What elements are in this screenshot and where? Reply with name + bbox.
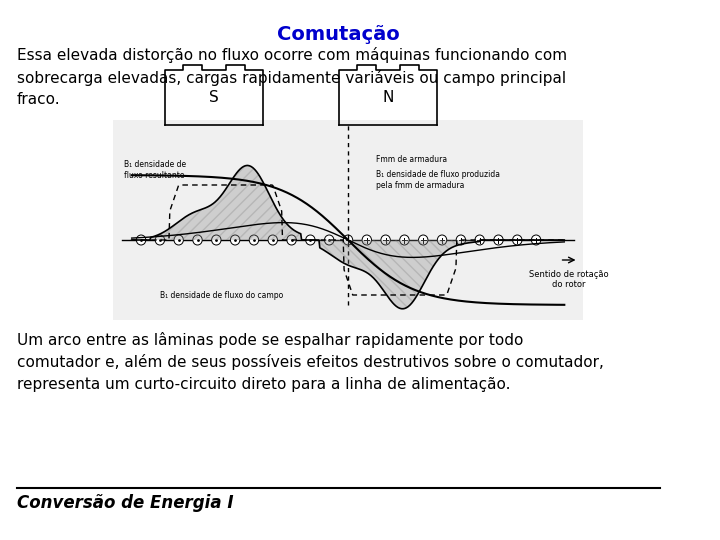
Circle shape <box>193 235 202 245</box>
Circle shape <box>437 235 446 245</box>
Circle shape <box>381 235 390 245</box>
Text: Essa elevada distorção no fluxo ocorre com máquinas funcionando com
sobrecarga e: Essa elevada distorção no fluxo ocorre c… <box>17 47 567 106</box>
Text: S: S <box>209 90 219 105</box>
Circle shape <box>249 235 258 245</box>
Text: Conversão de Energia I: Conversão de Energia I <box>17 494 233 512</box>
Circle shape <box>456 235 466 245</box>
Circle shape <box>136 235 145 245</box>
Circle shape <box>343 235 353 245</box>
Text: Um arco entre as lâminas pode se espalhar rapidamente por todo
comutador e, além: Um arco entre as lâminas pode se espalha… <box>17 332 604 392</box>
Circle shape <box>156 235 165 245</box>
Circle shape <box>230 235 240 245</box>
Circle shape <box>174 235 184 245</box>
Text: Comutação: Comutação <box>277 25 400 44</box>
Circle shape <box>400 235 409 245</box>
Circle shape <box>268 235 277 245</box>
Circle shape <box>362 235 372 245</box>
Circle shape <box>325 235 334 245</box>
Text: B₁ densidade de fluxo do campo: B₁ densidade de fluxo do campo <box>160 291 283 300</box>
Text: B₁ densidade de fluxo produzida
pela fmm de armadura: B₁ densidade de fluxo produzida pela fmm… <box>377 170 500 190</box>
Circle shape <box>494 235 503 245</box>
Circle shape <box>212 235 221 245</box>
Text: N: N <box>382 90 394 105</box>
Circle shape <box>306 235 315 245</box>
Text: Fmm de armadura: Fmm de armadura <box>377 156 447 165</box>
Circle shape <box>513 235 522 245</box>
Circle shape <box>475 235 485 245</box>
Circle shape <box>287 235 296 245</box>
Bar <box>113 120 583 320</box>
Circle shape <box>418 235 428 245</box>
Circle shape <box>531 235 541 245</box>
Text: Sentido de rotação
do rotor: Sentido de rotação do rotor <box>529 270 609 289</box>
Text: B₁ densidade de
fluxo resultante: B₁ densidade de fluxo resultante <box>124 160 186 180</box>
